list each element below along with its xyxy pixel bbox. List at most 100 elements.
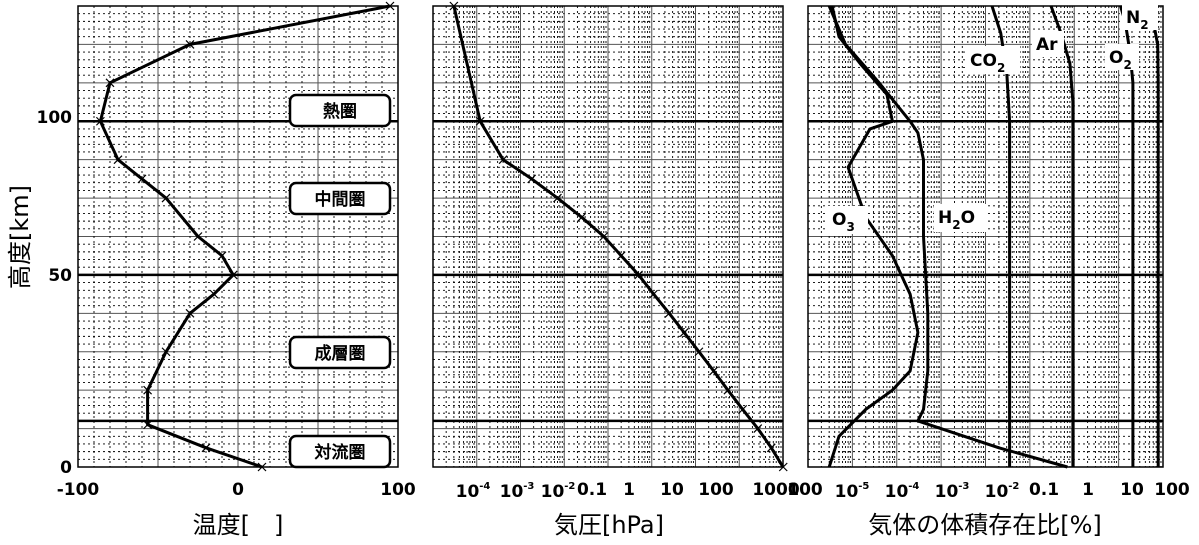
altitude-y-axis-label: 高度[km] — [6, 185, 34, 289]
data-point — [694, 347, 704, 357]
x-tick-label: 100 — [1154, 480, 1190, 500]
gas-ratio-layer-boundaries — [808, 120, 1163, 423]
svg-text:H2O: H2O — [938, 208, 975, 232]
gas-ratio-x-ticks: 100 10-5 10-4 10-3 10-2 0.1 1 10 100 — [787, 480, 1190, 502]
layer-label-troposphere: 対流圏 — [314, 442, 366, 463]
temperature-plot-frame — [77, 5, 399, 468]
data-point — [709, 366, 719, 376]
data-point — [553, 193, 562, 203]
pressure-layer-boundaries — [433, 120, 783, 423]
y-tick-label: 0 — [60, 458, 72, 478]
x-tick-label: 100 — [698, 480, 734, 500]
data-point — [475, 116, 485, 126]
layer-label-thermosphere: 熱圏 — [323, 101, 357, 122]
x-tick-label: 10-5 — [835, 481, 870, 502]
x-tick-label: 100 — [380, 480, 416, 500]
gas-label-h2o: H2O — [934, 204, 986, 232]
gas-label-o3: O3 — [828, 206, 868, 234]
pressure-x-ticks: 10-4 10-3 10-2 0.1 1 10 100 1000 — [456, 480, 800, 502]
pressure-x-axis-label: 気圧[hPa] — [554, 511, 664, 539]
data-point — [95, 116, 105, 126]
svg-text:O2: O2 — [1109, 48, 1132, 72]
data-point — [193, 232, 203, 241]
data-point — [577, 212, 587, 222]
gas-label-n2: N2 — [1122, 4, 1158, 32]
data-point — [778, 462, 788, 472]
layer-labels: 熱圏 中間圏 成層圏 対流圏 — [288, 93, 392, 469]
svg-text:N2: N2 — [1126, 8, 1149, 32]
series-line — [827, 5, 920, 468]
data-point — [723, 385, 733, 395]
data-point — [498, 155, 508, 165]
svg-text:CO2: CO2 — [970, 51, 1005, 75]
layer-box-thermosphere: 熱圏 — [288, 93, 392, 128]
x-tick-label: 100 — [787, 480, 823, 500]
data-point — [753, 424, 763, 434]
data-point — [257, 462, 267, 472]
y-tick-label: 100 — [37, 108, 73, 128]
data-point — [449, 1, 459, 11]
data-point — [161, 347, 171, 357]
temperature-panel: 熱圏 中間圏 成層圏 対流圏 -100 0 100 0 50 100 — [6, 1, 416, 539]
x-tick-label: 0.1 — [1029, 480, 1059, 500]
gas-ratio-plot-frame — [807, 5, 1164, 468]
pressure-grid — [432, 5, 783, 468]
data-point — [217, 251, 227, 261]
data-point — [105, 78, 115, 88]
pressure-panel: 10-4 10-3 10-2 0.1 1 10 100 1000 気圧[hPa] — [432, 1, 800, 539]
data-point — [649, 289, 658, 299]
x-tick-label: 10 — [660, 480, 684, 500]
pressure-plot-frame — [432, 5, 784, 468]
data-point — [385, 1, 395, 11]
x-tick-label: -100 — [57, 480, 100, 500]
gas-label-o2: O2 — [1105, 44, 1139, 72]
x-tick-label: 10-3 — [935, 481, 970, 502]
data-point — [143, 385, 153, 395]
pressure-profile — [449, 1, 788, 472]
data-point — [738, 404, 748, 414]
data-point — [161, 193, 171, 203]
gas-ratio-x-axis-label: 気体の体積存在比[%] — [868, 511, 1102, 539]
x-tick-label: 10 — [1120, 480, 1144, 500]
data-point — [143, 420, 153, 430]
data-point — [185, 39, 195, 49]
data-point — [201, 443, 211, 453]
data-point — [634, 270, 644, 280]
altitude-y-ticks: 0 50 100 — [37, 108, 73, 478]
x-tick-label: 10-2 — [985, 481, 1020, 502]
data-point — [113, 155, 123, 165]
gas-ratio-grid — [807, 5, 1163, 468]
layer-box-mesosphere: 中間圏 — [288, 181, 392, 216]
svg-text:O3: O3 — [832, 210, 855, 234]
y-tick-label: 50 — [48, 266, 72, 286]
layer-box-stratosphere: 成層圏 — [288, 335, 392, 370]
x-tick-label: 1000 — [752, 480, 799, 500]
gas-label-co2: CO2 — [966, 46, 1020, 75]
data-point — [185, 308, 195, 318]
x-tick-label: 1 — [1082, 480, 1094, 500]
x-tick-label: 0.1 — [577, 480, 607, 500]
x-tick-label: 10-4 — [885, 481, 920, 502]
series-line — [1049, 5, 1075, 467]
gas-ratio-panel: N2 O2 Ar CO2 H2O O3 10 — [787, 4, 1190, 539]
data-point — [616, 251, 626, 261]
x-tick-label: 10-2 — [541, 481, 576, 502]
gas-labels: N2 O2 Ar CO2 H2O O3 — [828, 4, 1158, 234]
temperature-x-ticks: -100 0 100 — [57, 480, 416, 500]
gas-label-ar: Ar — [1032, 31, 1064, 57]
layer-label-mesosphere: 中間圏 — [315, 189, 366, 210]
data-point — [209, 289, 219, 299]
data-point — [527, 174, 537, 184]
data-point — [599, 232, 609, 241]
data-point — [664, 308, 674, 318]
x-tick-label: 0 — [232, 480, 244, 500]
layer-label-stratosphere: 成層圏 — [315, 343, 366, 364]
x-tick-label: 1 — [623, 480, 635, 500]
data-point — [137, 174, 147, 184]
svg-text:Ar: Ar — [1036, 35, 1058, 55]
x-tick-label: 10-4 — [456, 481, 491, 502]
temperature-x-axis-label: 温度[ ] — [193, 511, 284, 539]
data-point — [228, 270, 238, 280]
data-point — [766, 443, 776, 453]
